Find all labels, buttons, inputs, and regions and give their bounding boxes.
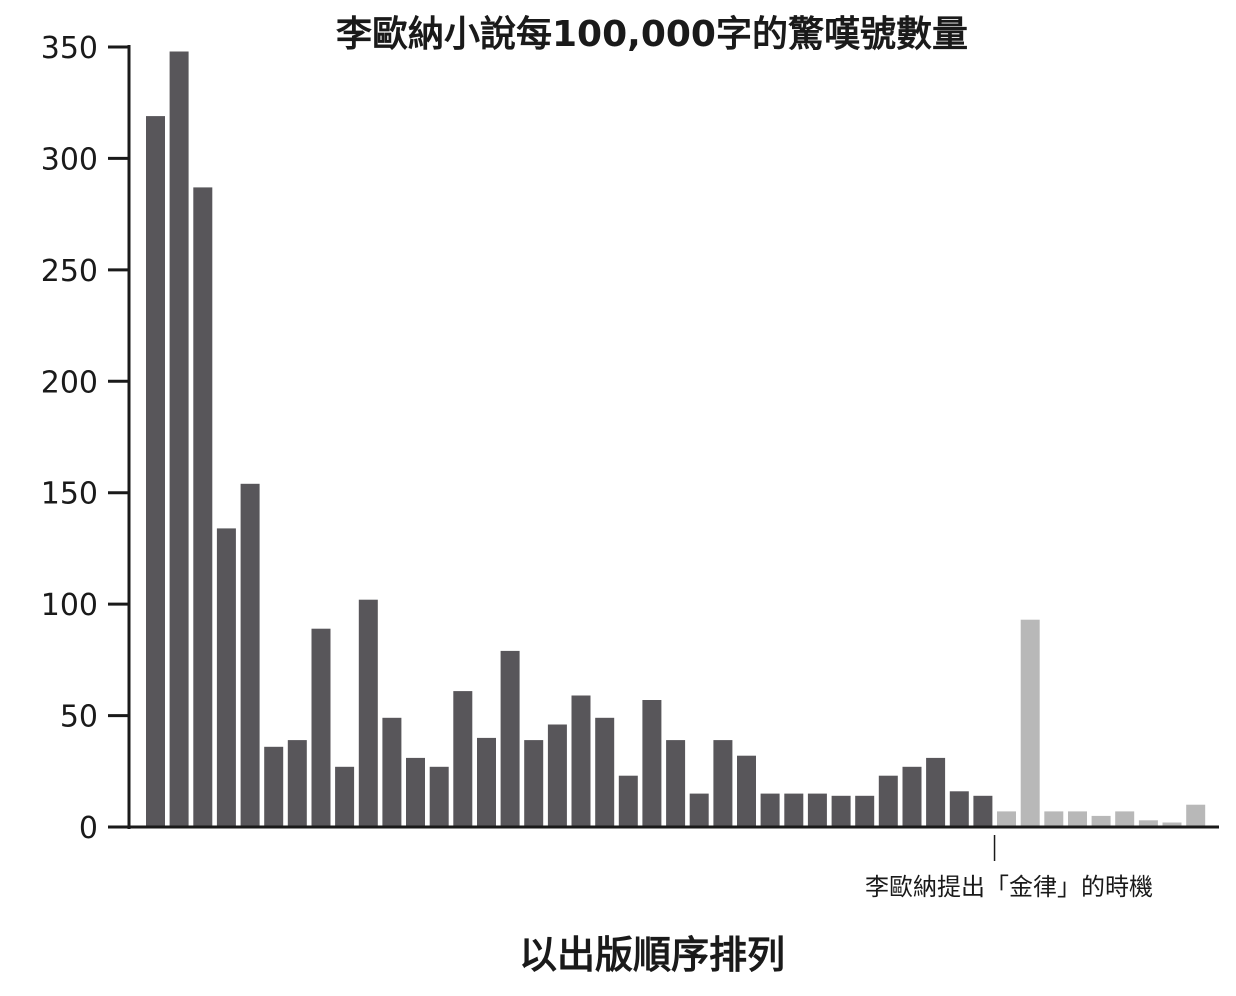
- y-tick-label: 100: [41, 588, 98, 623]
- bar: [524, 740, 544, 827]
- y-tick-label: 350: [41, 31, 98, 66]
- bar: [335, 766, 355, 827]
- bar: [477, 737, 496, 827]
- bar: [264, 746, 284, 827]
- chart-title: 李歐納小說每100,000字的驚嘆號數量: [336, 14, 968, 55]
- bar: [666, 740, 686, 827]
- y-tick-label: 200: [41, 365, 98, 400]
- bar: [642, 700, 662, 827]
- bar: [382, 717, 402, 827]
- bar: [784, 793, 804, 827]
- x-axis-label: 以出版順序排列: [519, 933, 785, 977]
- bar: [1044, 811, 1064, 827]
- bar: [146, 116, 165, 828]
- y-tick-label: 150: [41, 477, 98, 512]
- bar: [807, 793, 827, 827]
- bars: [146, 51, 1206, 828]
- bar: [1186, 804, 1206, 827]
- y-axis: 0 50 100 150 200 250 300 350: [41, 31, 129, 846]
- bar: [618, 775, 638, 827]
- bar: [713, 740, 733, 827]
- bar: [1138, 820, 1158, 827]
- bar: [1091, 815, 1111, 827]
- bar: [287, 740, 307, 827]
- bar: [997, 811, 1016, 827]
- bar: [358, 599, 378, 827]
- bar: [193, 187, 213, 827]
- bar: [1115, 811, 1135, 827]
- bar: [216, 528, 236, 827]
- bar: [406, 757, 425, 827]
- bar: [949, 791, 969, 827]
- bar: [169, 51, 189, 827]
- bar: [973, 795, 993, 827]
- y-tick-label: 250: [41, 254, 98, 289]
- bar: [1020, 619, 1040, 827]
- bar: [547, 724, 567, 827]
- y-tick-label: 0: [79, 811, 98, 846]
- bar: [571, 695, 591, 827]
- bar: [926, 757, 946, 827]
- bar: [240, 483, 260, 827]
- bar: [500, 650, 520, 827]
- bar: [595, 717, 615, 827]
- y-tick-label: 300: [41, 142, 98, 177]
- bar: [760, 793, 780, 827]
- bar: [453, 691, 473, 827]
- bar: [737, 755, 756, 827]
- bar: [902, 766, 922, 827]
- bar: [689, 793, 709, 827]
- bar: [855, 795, 875, 827]
- bar: [429, 766, 449, 827]
- annotation-label: 李歐納提出「金律」的時機: [865, 873, 1153, 901]
- bar: [311, 628, 331, 827]
- bar: [878, 775, 898, 827]
- bar: [1068, 811, 1087, 827]
- y-tick-label: 50: [60, 700, 98, 735]
- bar: [1162, 822, 1182, 827]
- bar: [831, 795, 851, 827]
